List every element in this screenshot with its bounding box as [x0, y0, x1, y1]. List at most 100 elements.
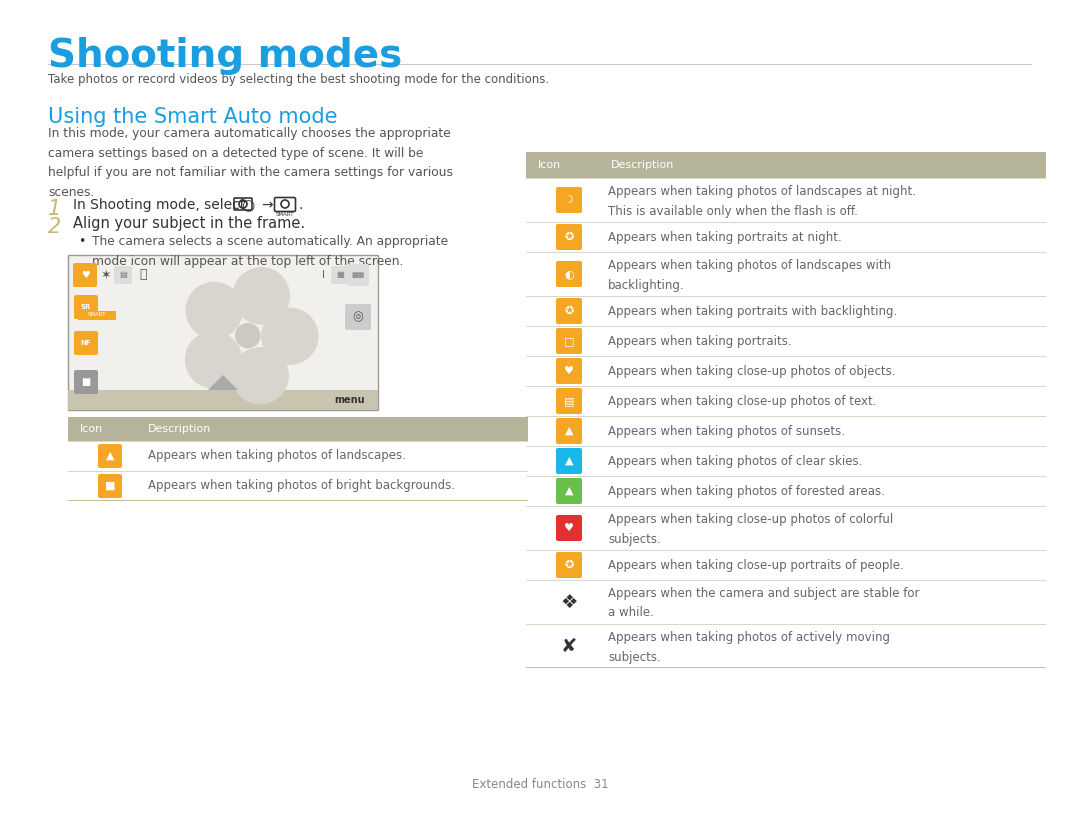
- Text: Appears when taking photos of clear skies.: Appears when taking photos of clear skie…: [608, 455, 862, 468]
- Text: ♥: ♥: [564, 366, 573, 376]
- FancyBboxPatch shape: [75, 295, 98, 319]
- FancyBboxPatch shape: [556, 224, 582, 250]
- Text: →: →: [261, 198, 272, 212]
- Text: ⏰: ⏰: [139, 268, 147, 281]
- Text: Align your subject in the frame.: Align your subject in the frame.: [73, 216, 306, 231]
- Bar: [78, 311, 116, 320]
- Text: 1: 1: [48, 199, 62, 219]
- Text: ☽: ☽: [564, 195, 573, 205]
- Text: Appears when taking close-up photos of colorful
subjects.: Appears when taking close-up photos of c…: [608, 513, 893, 545]
- Text: ✪: ✪: [565, 560, 573, 570]
- Text: □: □: [564, 336, 575, 346]
- Text: ○: ○: [241, 198, 255, 213]
- Text: Appears when taking photos of forested areas.: Appears when taking photos of forested a…: [608, 484, 885, 497]
- Text: ❖: ❖: [561, 593, 578, 611]
- Text: Appears when taking photos of landscapes.: Appears when taking photos of landscapes…: [148, 450, 406, 462]
- FancyBboxPatch shape: [556, 358, 582, 384]
- FancyBboxPatch shape: [73, 263, 97, 287]
- FancyBboxPatch shape: [556, 388, 582, 414]
- Text: Icon: Icon: [538, 160, 562, 170]
- Text: SMART: SMART: [87, 312, 106, 318]
- Text: In this mode, your camera automatically chooses the appropriate
camera settings : In this mode, your camera automatically …: [48, 127, 453, 199]
- Text: Appears when taking photos of landscapes at night.
This is available only when t: Appears when taking photos of landscapes…: [608, 185, 916, 218]
- FancyBboxPatch shape: [75, 370, 98, 394]
- Text: menu: menu: [335, 395, 365, 405]
- Text: ▤: ▤: [564, 396, 575, 406]
- Circle shape: [233, 268, 289, 324]
- Bar: [68, 500, 528, 501]
- FancyBboxPatch shape: [114, 266, 132, 284]
- Text: Extended functions  31: Extended functions 31: [472, 778, 608, 791]
- Text: ♥: ♥: [564, 523, 573, 533]
- Text: Appears when taking close-up photos of objects.: Appears when taking close-up photos of o…: [608, 364, 895, 377]
- Circle shape: [232, 348, 288, 403]
- FancyBboxPatch shape: [556, 448, 582, 474]
- Bar: [68, 441, 528, 471]
- Text: Appears when taking portraits with backlighting.: Appears when taking portraits with backl…: [608, 305, 897, 318]
- FancyBboxPatch shape: [556, 418, 582, 444]
- Text: ▲: ▲: [565, 486, 573, 496]
- Text: Appears when the camera and subject are stable for
a while.: Appears when the camera and subject are …: [608, 587, 919, 619]
- FancyBboxPatch shape: [556, 298, 582, 324]
- Text: NF: NF: [81, 340, 92, 346]
- Text: I: I: [322, 270, 324, 280]
- FancyBboxPatch shape: [556, 328, 582, 354]
- Text: Appears when taking portraits at night.: Appears when taking portraits at night.: [608, 231, 841, 244]
- FancyBboxPatch shape: [556, 261, 582, 287]
- Text: Appears when taking photos of bright backgrounds.: Appears when taking photos of bright bac…: [148, 479, 455, 492]
- Text: ■: ■: [81, 377, 91, 387]
- Bar: [48, 64, 1032, 65]
- Text: Appears when taking photos of sunsets.: Appears when taking photos of sunsets.: [608, 425, 845, 438]
- FancyBboxPatch shape: [556, 552, 582, 578]
- Circle shape: [235, 324, 260, 348]
- Text: ■: ■: [105, 481, 116, 491]
- Text: Appears when taking close-up portraits of people.: Appears when taking close-up portraits o…: [608, 558, 904, 571]
- Text: ▲: ▲: [565, 426, 573, 436]
- Text: Take photos or record videos by selecting the best shooting mode for the conditi: Take photos or record videos by selectin…: [48, 73, 549, 86]
- Circle shape: [186, 332, 242, 388]
- FancyBboxPatch shape: [330, 266, 349, 284]
- Text: Description: Description: [148, 424, 212, 434]
- Bar: [68, 390, 378, 410]
- FancyBboxPatch shape: [345, 304, 372, 330]
- Text: SR: SR: [81, 304, 91, 310]
- Text: Using the Smart Auto mode: Using the Smart Auto mode: [48, 107, 337, 127]
- Text: ✘: ✘: [561, 637, 577, 655]
- Text: In Shooting mode, select: In Shooting mode, select: [73, 198, 245, 212]
- FancyBboxPatch shape: [556, 478, 582, 504]
- Bar: [68, 255, 378, 410]
- Text: ◎: ◎: [352, 311, 364, 324]
- Text: Appears when taking close-up photos of text.: Appears when taking close-up photos of t…: [608, 394, 877, 408]
- Bar: [526, 152, 1047, 178]
- Text: ♥: ♥: [81, 270, 90, 280]
- Text: •: •: [78, 235, 85, 248]
- Text: Description: Description: [611, 160, 674, 170]
- Text: ▲: ▲: [565, 456, 573, 466]
- Circle shape: [186, 283, 242, 338]
- Text: ▦▦: ▦▦: [351, 272, 365, 278]
- Text: ✶: ✶: [100, 268, 111, 281]
- Text: 2: 2: [48, 217, 62, 237]
- Polygon shape: [208, 375, 238, 390]
- Circle shape: [261, 308, 318, 364]
- Text: ▲: ▲: [106, 451, 114, 461]
- Text: ✪: ✪: [565, 232, 573, 242]
- Text: Icon: Icon: [80, 424, 104, 434]
- Text: ◐: ◐: [564, 269, 573, 279]
- Text: Appears when taking portraits.: Appears when taking portraits.: [608, 334, 792, 347]
- Text: ▦: ▦: [336, 271, 343, 280]
- FancyBboxPatch shape: [556, 187, 582, 213]
- Bar: [68, 471, 528, 501]
- Text: ✪: ✪: [565, 306, 573, 316]
- Text: The camera selects a scene automatically. An appropriate
mode icon will appear a: The camera selects a scene automatically…: [92, 235, 448, 267]
- FancyBboxPatch shape: [556, 515, 582, 541]
- Text: SMART: SMART: [275, 212, 294, 217]
- FancyBboxPatch shape: [98, 474, 122, 498]
- Text: Appears when taking photos of landscapes with
backlighting.: Appears when taking photos of landscapes…: [608, 259, 891, 292]
- Bar: [526, 667, 1047, 668]
- FancyBboxPatch shape: [98, 444, 122, 468]
- FancyBboxPatch shape: [347, 264, 369, 286]
- Text: .: .: [298, 198, 302, 212]
- Text: Appears when taking photos of actively moving
subjects.: Appears when taking photos of actively m…: [608, 631, 890, 663]
- Bar: [68, 417, 528, 441]
